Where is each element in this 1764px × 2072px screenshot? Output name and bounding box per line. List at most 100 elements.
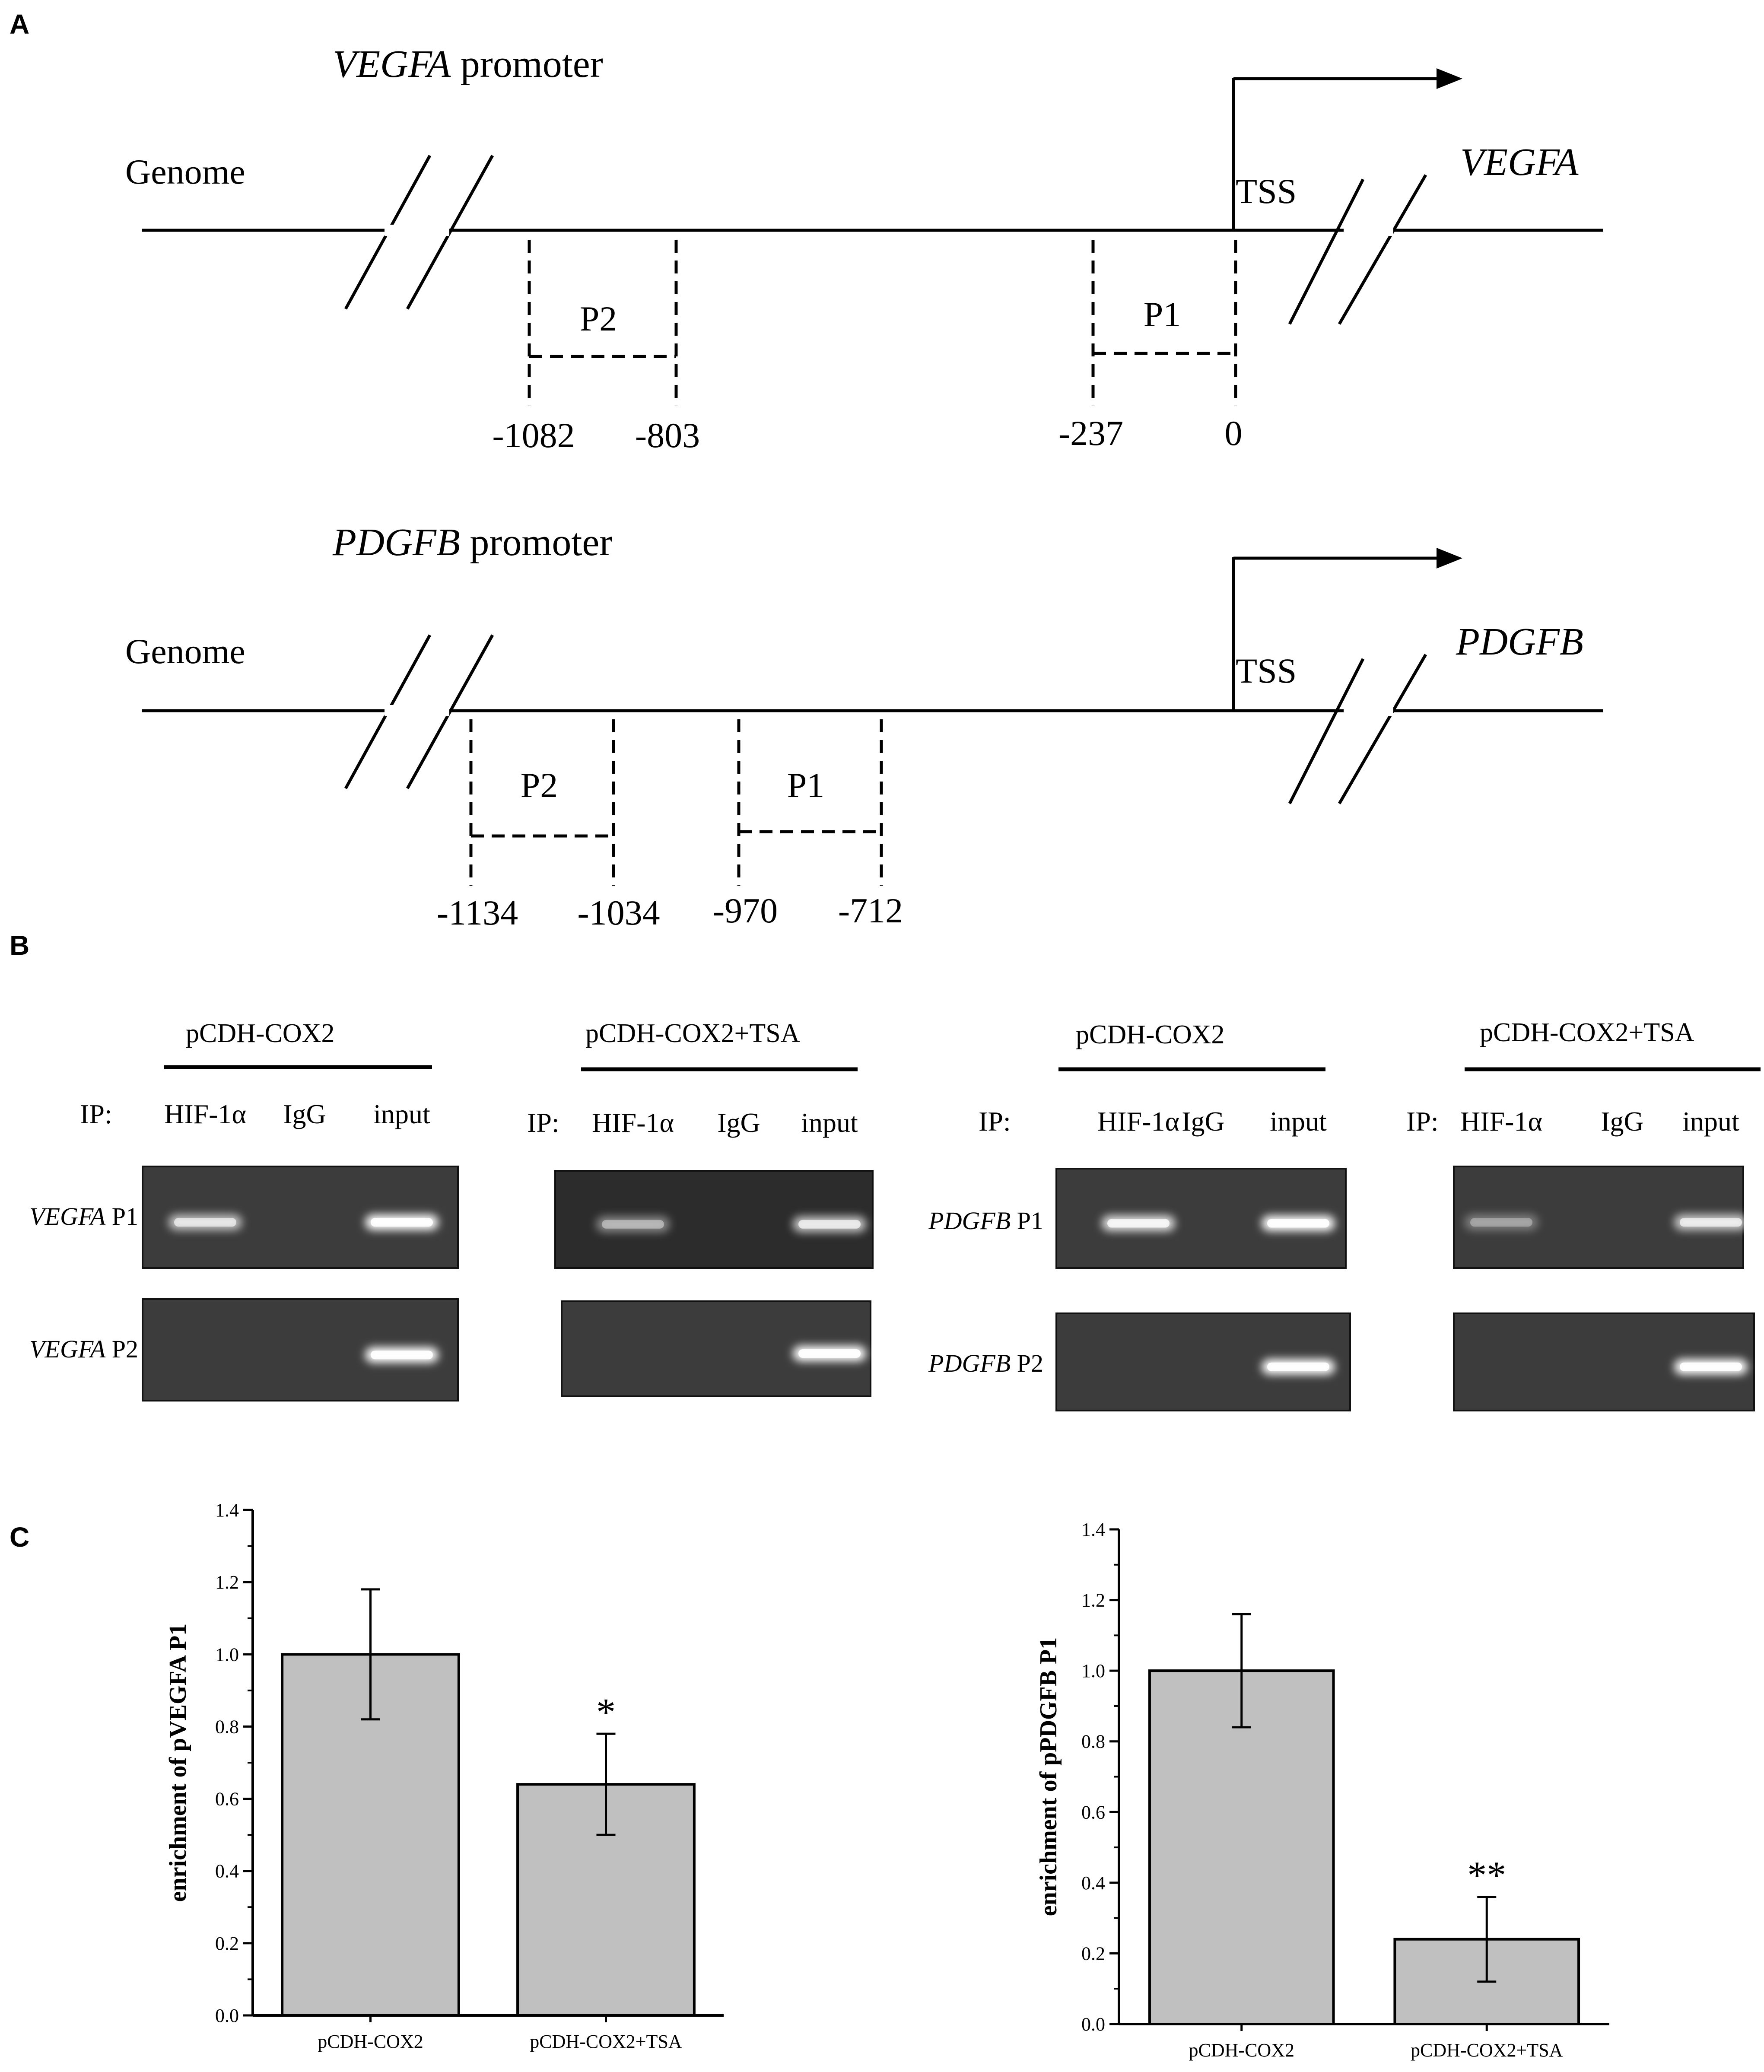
tss-label: TSS	[1236, 651, 1297, 690]
region-end: -1034	[577, 893, 660, 932]
break-gap	[385, 225, 449, 236]
break-gap	[385, 705, 449, 716]
y-axis-label: enrichment of pVEGFA P1	[165, 1624, 191, 1902]
region-p2: P2 -1134 -1034	[437, 719, 660, 932]
gel-band-core	[1680, 1362, 1742, 1371]
bar-chart-vegfa: 0.0 0.2 0.4 0.6 0.8 1.0 1.2 1.4 enrichment of pV…	[165, 1500, 724, 2052]
lane-label: input	[1682, 1106, 1739, 1137]
ip-label: IP:	[1406, 1106, 1439, 1137]
y-tick-label: 1.4	[1081, 1519, 1105, 1540]
promoter-title: VEGFA promoter	[333, 43, 603, 86]
gel-row-label: VEGFA P2	[29, 1335, 138, 1363]
x-tick-label: pCDH-COX2+TSA	[1411, 2040, 1563, 2061]
gel-band-core	[1470, 1218, 1532, 1227]
region-p1: P1 -970 -712	[713, 719, 903, 930]
condition-label: pCDH-COX2	[1076, 1020, 1224, 1049]
significance-mark: **	[1467, 1854, 1506, 1897]
y-tick-label: 1.4	[215, 1500, 239, 1521]
gene-name: VEGFA	[29, 1335, 106, 1363]
x-tick-label: pCDH-COX2	[318, 2031, 423, 2052]
region-start: -1134	[437, 893, 518, 932]
y-tick-label: 0.4	[215, 1861, 239, 1882]
gel-band-core	[1680, 1218, 1742, 1227]
gene-label: PDGFB	[1456, 620, 1583, 663]
bar	[1148, 1669, 1335, 2025]
break-mark	[406, 155, 494, 310]
lane-label: HIF-1α	[1097, 1106, 1179, 1137]
region-start: -237	[1058, 413, 1123, 453]
condition-label: pCDH-COX2+TSA	[585, 1019, 800, 1048]
ip-label: IP:	[527, 1107, 559, 1138]
region-end: -712	[838, 891, 903, 930]
vegfa-promoter-diagram: VEGFA promoter Genome TSS VEGFA P2 -1082…	[125, 43, 1603, 455]
gel-band-core	[602, 1220, 664, 1229]
pdgfb-promoter-diagram: PDGFB promoter Genome TSS PDGFB P2 -1134…	[125, 521, 1603, 932]
region-name: P2	[1011, 1349, 1043, 1377]
tss-label: TSS	[1236, 172, 1297, 211]
region-label: P1	[1144, 295, 1181, 334]
region-name: P1	[1011, 1207, 1043, 1235]
y-tick-label: 0.6	[1081, 1802, 1105, 1823]
arrow-head-icon	[1437, 548, 1462, 569]
gel-band	[1465, 1214, 1538, 1230]
y-tick-label: 1.2	[215, 1572, 239, 1593]
y-tick-label: 0.2	[1081, 1943, 1105, 1964]
condition-label: pCDH-COX2	[186, 1019, 334, 1048]
gene-name: PDGFB	[928, 1207, 1011, 1235]
lane-label: input	[801, 1107, 858, 1138]
break-gap	[1344, 705, 1393, 716]
y-tick-label: 1.2	[1081, 1590, 1105, 1611]
lane-label: input	[1270, 1106, 1327, 1137]
y-tick-label: 1.0	[215, 1644, 239, 1665]
gel-row-label: VEGFA P1	[29, 1202, 138, 1230]
gel-row-label: PDGFB P2	[928, 1349, 1043, 1377]
gene-name: PDGFB	[928, 1349, 1011, 1377]
y-tick-label: 0.0	[215, 2005, 239, 2026]
y-tick-label: 1.0	[1081, 1660, 1105, 1681]
arrow-head-icon	[1437, 68, 1462, 89]
gene-name: VEGFA	[29, 1202, 106, 1230]
y-tick-label: 0.2	[215, 1933, 239, 1954]
break-mark	[1288, 658, 1365, 804]
lane-label: IgG	[1601, 1106, 1644, 1137]
region-name: P1	[105, 1202, 138, 1230]
break-gap	[1344, 225, 1393, 236]
break-mark	[1338, 174, 1427, 325]
gel-row-label: PDGFB P1	[928, 1207, 1043, 1235]
region-label: P2	[580, 299, 617, 338]
region-label: P1	[787, 766, 825, 805]
y-tick-label: 0.0	[1081, 2014, 1105, 2035]
panel-label-a: A	[10, 9, 29, 40]
y-tick-label: 0.6	[215, 1789, 239, 1810]
region-start: -1082	[492, 416, 575, 455]
panel-label-b: B	[10, 930, 29, 961]
ip-label: IP:	[80, 1099, 112, 1129]
break-mark	[1288, 178, 1365, 325]
gel-band-core	[371, 1351, 433, 1360]
genome-label: Genome	[125, 152, 245, 191]
x-tick-label: pCDH-COX2+TSA	[530, 2031, 682, 2052]
region-start: -970	[713, 891, 778, 930]
gel-band-core	[371, 1218, 433, 1227]
break-mark	[1338, 654, 1427, 804]
region-p2: P2 -1082 -803	[492, 240, 700, 455]
region-end: -803	[635, 416, 700, 455]
lane-label: IgG	[283, 1099, 326, 1129]
bar-chart-pdgfb: 0.0 0.2 0.4 0.6 0.8 1.0 1.2 1.4 enrichment of pP…	[1035, 1519, 1609, 2061]
significance-mark: *	[596, 1691, 616, 1734]
ip-label: IP:	[979, 1106, 1011, 1137]
break-mark	[406, 634, 494, 789]
gel-band-core	[1107, 1219, 1170, 1228]
x-tick-label: pCDH-COX2	[1189, 2040, 1294, 2061]
lane-label: HIF-1α	[1460, 1106, 1542, 1137]
gel-band-core	[1267, 1219, 1329, 1228]
gel-band-core	[1267, 1362, 1329, 1371]
panel-label-c: C	[10, 1522, 29, 1553]
y-tick-label: 0.4	[1081, 1872, 1105, 1894]
gel-band	[596, 1216, 670, 1232]
region-end: 0	[1225, 413, 1243, 453]
gel-band-core	[798, 1220, 861, 1229]
